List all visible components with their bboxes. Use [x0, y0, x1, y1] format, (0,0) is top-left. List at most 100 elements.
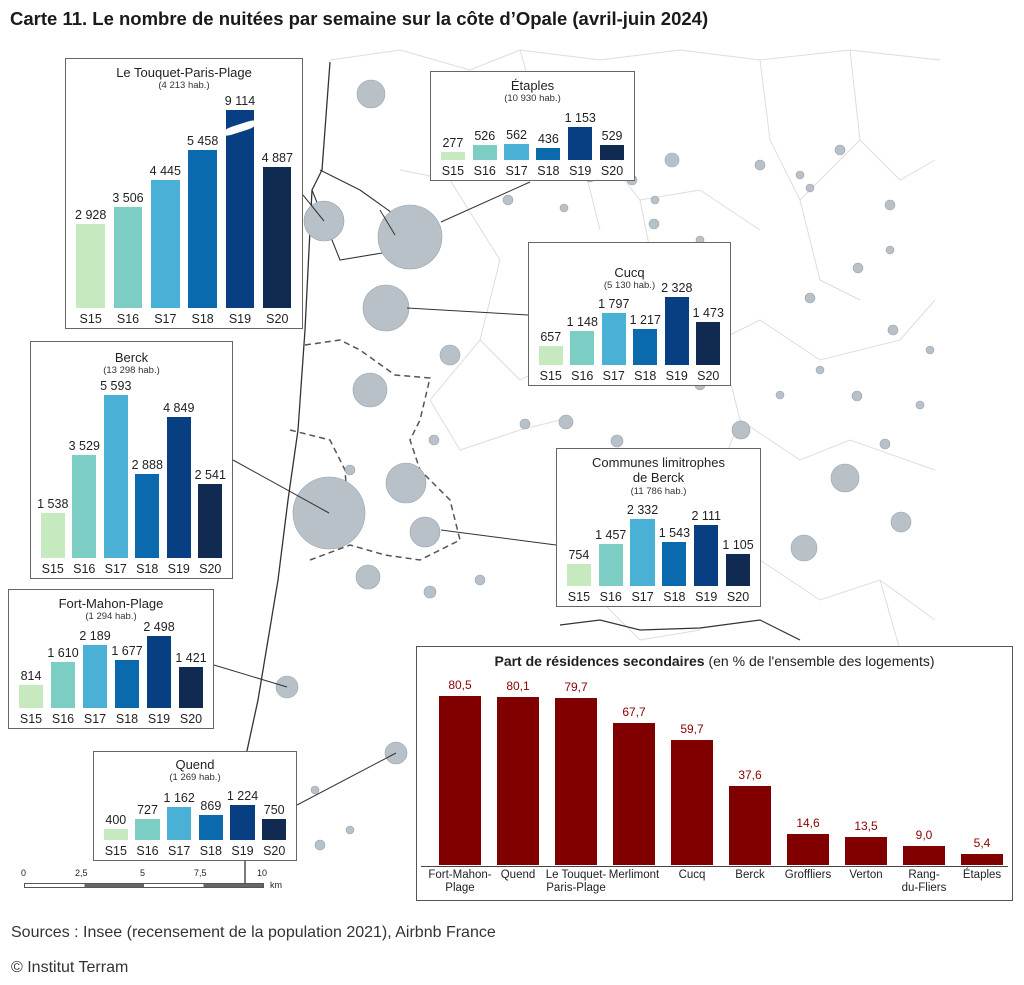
data-label: 67,7 [622, 704, 646, 719]
panel-bars: 2 928 S15 3 506 S16 4 445 S17 5 458 S18 9 114 S19… [72, 94, 296, 327]
commune-circle [775, 390, 785, 400]
bar [82, 644, 108, 708]
bar [114, 659, 140, 708]
week-label: S18 [199, 844, 222, 858]
bar-value-label: 1 153 [564, 111, 596, 125]
bar-value-label: 750 [263, 802, 285, 817]
leader-line [232, 459, 330, 514]
bar [613, 722, 655, 865]
bar [230, 805, 255, 840]
bar-value-label: 4 887 [261, 150, 293, 165]
bar [76, 223, 105, 308]
week-label: S15 [567, 590, 591, 604]
bar-group-s20: 1 473 S20 [692, 305, 725, 383]
commune-circle [830, 463, 860, 493]
bar-value-label: 2 541 [194, 467, 226, 482]
week-label: S15 [539, 369, 562, 383]
bar-group: 80,5 [431, 678, 489, 865]
bar [40, 513, 65, 558]
scale-bar-graphic [24, 883, 264, 888]
bar-group-s18: 2 888 S18 [132, 458, 164, 576]
bar-value-label: 2 328 [661, 281, 693, 295]
panel-population: (1 294 hab.) [85, 611, 137, 622]
bar-group: 9,0 [895, 828, 953, 865]
bar-value-label: 9 114 [224, 94, 256, 108]
bar [601, 312, 626, 365]
bar [538, 345, 563, 365]
x-tick-label: Étaples [962, 869, 1002, 881]
chart-title: Part de résidences secondaires (en % de … [417, 653, 1012, 669]
panel-bars: 657 S15 1 148 S16 1 797 S17 1 217 S18 2 328 S19 1 … [535, 281, 725, 383]
commune-circle [879, 438, 891, 450]
bar [103, 395, 128, 558]
bar [151, 179, 180, 308]
panel-etaples: Étaples (10 930 hab.) 277 S15 526 S16 562 S17 43… [430, 71, 635, 181]
data-label: 79,7 [564, 679, 588, 694]
commune-circle [851, 390, 863, 402]
x-tick-label: Rang-du-Fliers [901, 869, 947, 894]
bar-group-s19: 1 224 S19 [227, 789, 259, 858]
panel-population: (10 930 hab.) [504, 93, 561, 104]
commune-circle [731, 420, 751, 440]
commune-circle [834, 144, 846, 156]
bar-group-s15: 277 S15 [437, 136, 469, 178]
bar-value-label: 1 217 [629, 313, 661, 328]
leader-line [440, 529, 557, 546]
bar [599, 144, 625, 160]
commune-circle [795, 170, 805, 180]
bar [555, 697, 597, 865]
week-label: S16 [73, 562, 96, 576]
bar [113, 206, 143, 308]
bar [787, 834, 829, 865]
bar [50, 661, 76, 708]
coastline [244, 61, 331, 885]
leader-line [213, 664, 288, 688]
sources: Sources : Insee (recensement de la popul… [11, 924, 496, 941]
leader-line [302, 194, 325, 222]
bar [570, 331, 595, 365]
scale-tick-label: 10 [257, 868, 268, 878]
bar-value-label: 657 [540, 329, 562, 344]
bar-group-s19: 2 328 S19 [661, 281, 693, 383]
bar [167, 806, 192, 840]
bar [504, 143, 529, 160]
bar-value-label: 2 189 [79, 628, 111, 643]
bar-value-label: 1 610 [47, 645, 79, 660]
bar-group-s16: 1 148 S16 [567, 315, 599, 383]
scale-tick-label: 5 [140, 868, 146, 878]
x-tick-label: Verton [849, 869, 883, 881]
bar-group-s16: 3 506 S16 [109, 191, 146, 326]
bar [903, 846, 945, 865]
week-label: S20 [266, 312, 289, 326]
panel-bars: 277 S15 526 S16 562 S17 436 S18 1 153 S19 529 S20 [437, 111, 628, 178]
bar-group-s19: 2 111 S19 [690, 509, 722, 604]
bar-value-label: 1 677 [111, 643, 143, 658]
commune-circle [650, 195, 660, 205]
bar-group-s19: 4 849 S19 [163, 401, 195, 576]
week-label: S17 [505, 164, 528, 178]
bar-group-s17: 2 189 S17 [79, 628, 111, 726]
bar-value-label: 1 797 [598, 296, 630, 311]
bar [696, 321, 721, 365]
bar-value-label: 869 [200, 799, 222, 814]
week-label: S19 [167, 562, 190, 576]
commune-circle [352, 372, 388, 408]
commune-circle [915, 400, 925, 410]
commune-circle [558, 414, 574, 430]
bar-value-label: 1 162 [163, 790, 195, 805]
commune-circle [345, 825, 355, 835]
bar-value-label: 2 111 [691, 509, 721, 524]
commune-boundary [719, 339, 936, 471]
bar-group-s15: 2 928 S15 [72, 208, 109, 327]
bar-value-label: 1 457 [595, 528, 627, 543]
commune-circle [310, 785, 320, 795]
bar-value-label: 1 473 [692, 305, 724, 320]
scale-tick-label: 2,5 [75, 868, 88, 878]
data-label: 9,0 [915, 828, 933, 843]
panel-bars: 814 S15 1 610 S16 2 189 S17 1 677 S18 2 498 S19 1 … [15, 620, 207, 726]
commune-boundary [759, 59, 801, 201]
x-axis-line [421, 866, 1008, 867]
x-tick-label: Quend [500, 869, 536, 881]
week-label: S20 [697, 369, 720, 383]
